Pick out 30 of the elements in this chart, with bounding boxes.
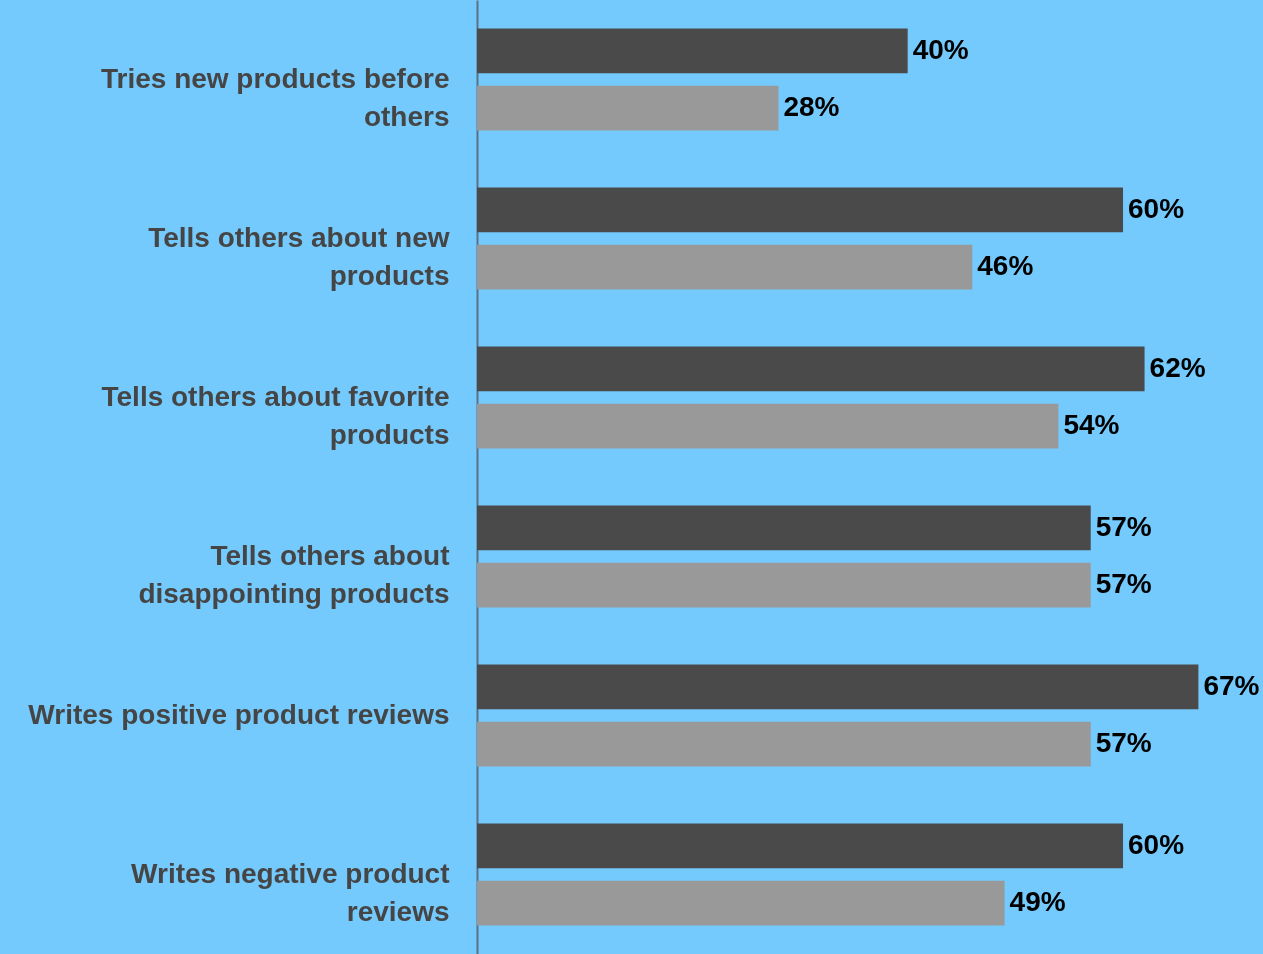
y-tick-label: Writes positive product reviews — [28, 698, 450, 730]
bar — [477, 85, 779, 131]
data-label: 60% — [1128, 192, 1185, 224]
data-label: 57% — [1095, 727, 1152, 759]
y-tick-label: Tells others about disappointing products — [138, 539, 450, 609]
bar — [477, 721, 1091, 767]
bar — [477, 562, 1091, 608]
bar — [477, 346, 1145, 392]
y-tick-label: Writes negative product reviews — [131, 857, 450, 927]
data-label: 54% — [1063, 409, 1120, 441]
bar — [477, 664, 1199, 710]
data-label: 40% — [912, 33, 969, 65]
bar — [477, 403, 1059, 449]
data-label: 57% — [1095, 510, 1152, 542]
data-label: 46% — [977, 250, 1034, 282]
bar — [477, 505, 1091, 551]
data-label: 60% — [1128, 828, 1185, 860]
bar — [477, 823, 1124, 869]
data-label: 28% — [783, 91, 840, 123]
bar — [477, 244, 973, 290]
y-tick-label: Tells others about favorite products — [101, 380, 450, 450]
bar — [477, 28, 908, 74]
bar — [477, 880, 1005, 926]
y-tick-label: Tries new products before others — [100, 62, 450, 132]
data-label: 49% — [1009, 886, 1066, 918]
y-tick-label: Tells others about new products — [148, 221, 450, 291]
data-label: 57% — [1095, 568, 1152, 600]
bar — [477, 187, 1124, 233]
data-label: 62% — [1149, 351, 1206, 383]
data-label: 67% — [1203, 669, 1260, 701]
